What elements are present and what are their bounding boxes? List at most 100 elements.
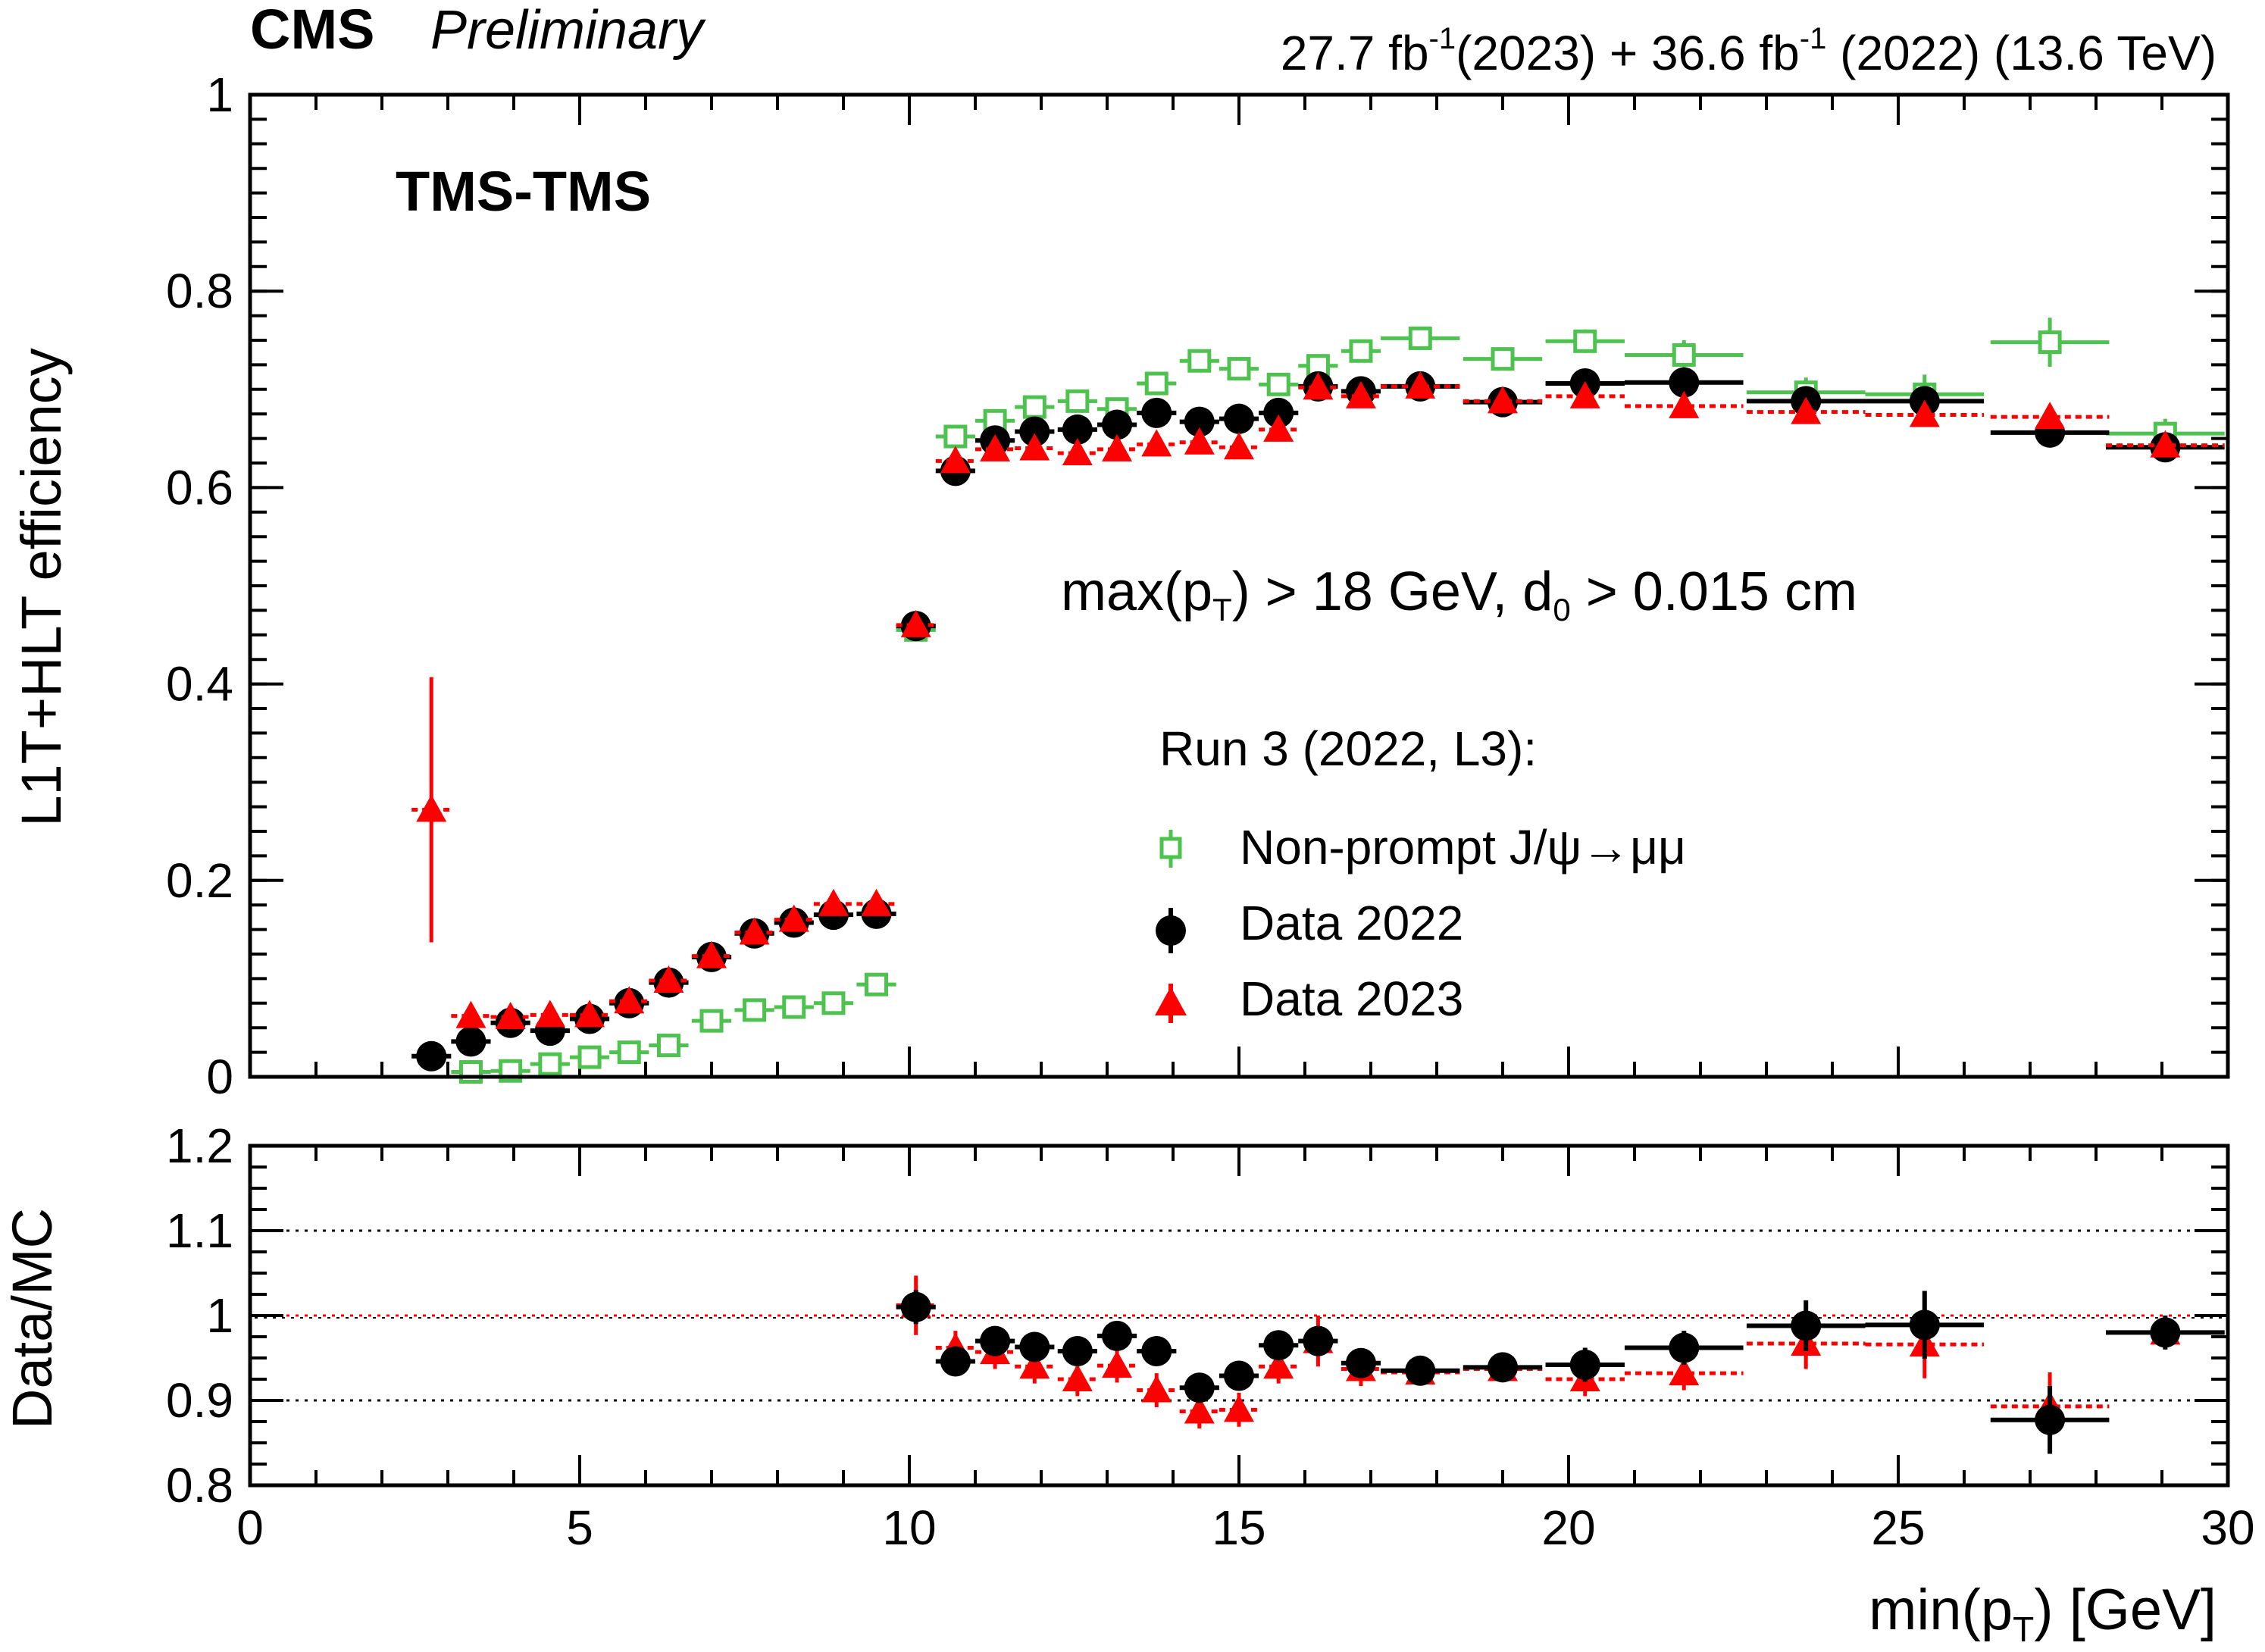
marker — [940, 1346, 971, 1377]
marker — [1022, 395, 1046, 419]
lumi-2022-tail: (2022) (13.6 TeV) — [1826, 26, 2217, 80]
marker — [1669, 1358, 1700, 1386]
data2023-point — [1179, 427, 1219, 455]
mc-point — [1137, 371, 1177, 396]
marker — [1669, 367, 1700, 398]
marker — [1224, 403, 1254, 434]
marker — [1019, 1351, 1050, 1379]
y-tick-label: 0.6 — [166, 460, 233, 515]
data2023-point — [1057, 438, 1097, 466]
data2023-point — [530, 1000, 570, 1028]
mc-point — [1057, 389, 1097, 413]
marker — [1062, 414, 1093, 445]
x-label-sub: T — [2013, 1610, 2034, 1649]
mc-point — [1015, 395, 1055, 419]
marker — [1102, 433, 1133, 461]
marker — [1405, 371, 1436, 399]
marker — [1303, 372, 1334, 400]
marker — [614, 986, 645, 1014]
marker — [1488, 1352, 1518, 1383]
marker — [739, 917, 770, 945]
legend-marker-data2023 — [1155, 984, 1187, 1023]
mc-point — [935, 424, 975, 449]
lumi-2022-exp: -1 — [1800, 22, 1827, 55]
data2022-point — [451, 1026, 491, 1057]
marker — [1263, 1351, 1294, 1379]
marker — [1141, 429, 1172, 457]
marker — [1263, 397, 1294, 428]
marker — [1141, 1375, 1172, 1403]
mc-point — [856, 972, 896, 997]
marker — [653, 965, 684, 993]
lower-plot-frame — [248, 1144, 2230, 1488]
mc-point — [1381, 326, 1460, 350]
data2023-point — [1990, 402, 2110, 430]
marker — [1224, 1360, 1254, 1391]
marker — [2038, 330, 2062, 355]
status-label: Preliminary — [430, 0, 706, 61]
marker — [1019, 416, 1050, 447]
y-tick-label: 0.4 — [166, 657, 233, 712]
data2023-point — [1746, 396, 1866, 424]
marker — [1065, 389, 1090, 413]
marker — [455, 1000, 486, 1028]
marker — [782, 995, 806, 1019]
data2022-point — [1137, 397, 1177, 428]
lower-reference-lines — [250, 1229, 2228, 1402]
ratio2022-point — [1341, 1347, 1381, 1378]
data2023-point — [1381, 371, 1460, 399]
marker — [1144, 371, 1168, 396]
data2022-point — [1219, 403, 1259, 434]
data2022-point — [1179, 406, 1219, 437]
legend-header: Run 3 (2022, L3): — [1159, 721, 1537, 776]
ratio2022-point — [1545, 1347, 1625, 1382]
marker — [1349, 339, 1373, 363]
x-tick-labels: 0 5 10 15 20 25 30 — [236, 1500, 2254, 1555]
marker — [2035, 1404, 2066, 1435]
data2023-point — [1865, 399, 1985, 427]
data2022-point — [1624, 367, 1744, 398]
ratio2022-point — [1259, 1330, 1299, 1361]
mc-point — [774, 995, 814, 1019]
marker — [538, 1052, 562, 1076]
y-tick-label: 1.1 — [166, 1203, 233, 1258]
mc-point — [451, 1060, 491, 1084]
data2023-point — [1298, 372, 1338, 400]
marker — [1303, 1325, 1334, 1356]
legend-marker-mc — [1159, 830, 1182, 868]
marker — [1263, 414, 1294, 442]
marker — [1345, 380, 1376, 408]
ratio2022-point — [1137, 1336, 1177, 1367]
data2023-point — [1015, 433, 1055, 461]
data2023-point — [896, 609, 936, 637]
ratio2022-point — [1746, 1300, 1866, 1352]
mc-point — [734, 998, 774, 1022]
marker — [1345, 1347, 1376, 1378]
marker — [865, 972, 888, 997]
marker — [1491, 347, 1515, 371]
data2023-point — [2106, 430, 2225, 458]
marker — [1184, 406, 1215, 437]
y-tick-label: 0.8 — [166, 264, 233, 318]
legend-label-data2023: Data 2023 — [1240, 971, 1463, 1026]
data2023-point — [1545, 380, 1625, 408]
data2023-point — [975, 433, 1015, 461]
ratio2022-point — [1097, 1320, 1137, 1351]
selection-e: > 0.015 cm — [1571, 562, 1857, 622]
upper-y-axis-label: L1T+HLT efficiency — [10, 348, 73, 826]
marker — [1909, 399, 1940, 427]
data2023-point — [451, 1000, 491, 1028]
y-tick-label: 0.2 — [166, 853, 233, 908]
data2023-point — [609, 986, 649, 1014]
ratio2022-point — [975, 1325, 1015, 1356]
data2023-point — [1624, 390, 1744, 418]
marker — [743, 998, 767, 1022]
selection-c: ) > 18 GeV, d — [1232, 562, 1553, 622]
legend: Run 3 (2022, L3): Non-prompt J/ψ→μμ Data… — [1155, 721, 1686, 1026]
data2023-point — [649, 965, 689, 993]
marker — [458, 1060, 483, 1084]
marker — [1062, 1336, 1093, 1367]
x-tick-label: 5 — [566, 1500, 593, 1555]
marker — [1227, 357, 1251, 381]
data2023-point — [935, 446, 975, 474]
